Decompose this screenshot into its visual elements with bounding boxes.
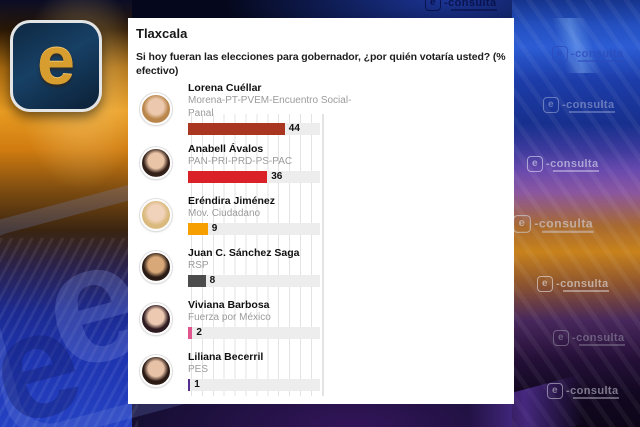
watermark-subline	[450, 9, 497, 11]
candidate-row: Eréndira Jiménez Mov. Ciudadano 9	[136, 191, 504, 239]
candidate-name: Lorena Cuéllar	[188, 81, 262, 94]
bar-value: 36	[271, 171, 283, 183]
econsulta-watermark: e -consulta	[527, 156, 599, 172]
candidate-avatar	[140, 147, 172, 180]
econsulta-watermark: e -consulta	[425, 0, 497, 11]
bar-value: 8	[209, 275, 216, 287]
candidate-party: Morena-PT-PVEM-Encuentro Social-Panal	[188, 95, 352, 119]
candidate-avatar	[140, 199, 172, 232]
econsulta-watermark-label: -consulta	[534, 217, 594, 231]
candidate-row: Juan C. Sánchez Saga RSP 8	[136, 243, 504, 291]
bar-track: 1	[188, 379, 320, 392]
candidate-name: Juan C. Sánchez Saga	[188, 246, 300, 259]
bar-track: 8	[188, 275, 320, 288]
bar-fill	[188, 379, 191, 392]
background-right-color-band	[512, 0, 640, 427]
econsulta-watermark: e -consulta	[537, 276, 609, 292]
econsulta-e-icon: e	[547, 383, 563, 399]
bar-value: 1	[194, 379, 200, 391]
poll-card: Tlaxcala Si hoy fueran las elecciones pa…	[128, 18, 514, 404]
candidate-name: Anabell Ávalos	[188, 142, 264, 155]
candidate-info: Lorena Cuéllar Morena-PT-PVEM-Encuentro …	[188, 81, 363, 136]
econsulta-watermark: e -consulta	[552, 46, 624, 62]
bar-track: 9	[188, 223, 320, 236]
candidate-name: Eréndira Jiménez	[188, 194, 275, 207]
candidate-avatar	[140, 303, 172, 336]
watermark-subline	[552, 170, 599, 172]
watermark-subline	[577, 60, 624, 62]
candidate-info: Viviana Barbosa Fuerza por México 2	[188, 299, 320, 340]
econsulta-e-icon: e	[537, 276, 553, 292]
candidate-rows: Lorena Cuéllar Morena-PT-PVEM-Encuentro …	[136, 82, 504, 395]
bar-track: 44	[188, 123, 320, 136]
econsulta-watermark-label: -consulta	[562, 99, 615, 111]
econsulta-watermark-label: -consulta	[546, 158, 599, 170]
watermark-subline	[578, 344, 625, 346]
candidate-party: RSP	[188, 259, 209, 271]
bar-track: 36	[188, 171, 320, 184]
candidate-avatar	[140, 92, 172, 125]
bar-value: 44	[288, 123, 300, 135]
candidate-row: Anabell Ávalos PAN-PRI-PRD-PS-PAC 36	[136, 139, 504, 187]
econsulta-watermark-label: -consulta	[572, 332, 625, 344]
econsulta-watermark-label: -consulta	[566, 385, 619, 397]
candidate-avatar	[140, 355, 172, 388]
econsulta-e-icon: e	[543, 97, 559, 113]
econsulta-watermark-label: -consulta	[556, 278, 609, 290]
candidate-party: Fuerza por México	[188, 311, 271, 323]
background-wave-texture	[0, 238, 138, 427]
watermark-subline	[568, 111, 615, 113]
candidate-info: Liliana Becerril PES 1	[188, 351, 320, 392]
econsulta-watermark: e -consulta	[553, 330, 625, 346]
econsulta-e-icon: e	[527, 156, 543, 172]
bar-value: 2	[196, 327, 202, 339]
bar-fill	[188, 327, 193, 340]
candidate-info: Juan C. Sánchez Saga RSP 8	[188, 247, 320, 288]
econsulta-watermark-label: -consulta	[571, 48, 624, 60]
watermark-subline	[562, 290, 609, 292]
candidate-info: Anabell Ávalos PAN-PRI-PRD-PS-PAC 36	[188, 143, 320, 184]
econsulta-e-icon: e	[425, 0, 441, 11]
bar-fill	[188, 275, 206, 288]
candidate-party: PES	[188, 363, 209, 375]
candidate-info: Eréndira Jiménez Mov. Ciudadano 9	[188, 195, 320, 236]
candidate-party: PAN-PRI-PRD-PS-PAC	[188, 155, 293, 167]
bar-fill	[188, 223, 208, 236]
poll-state-title: Tlaxcala	[136, 26, 188, 41]
candidate-name: Liliana Becerril	[188, 350, 264, 363]
watermark-subline	[572, 397, 619, 399]
poll-question: Si hoy fueran las elecciones para gobern…	[136, 51, 506, 78]
poll-bar-chart: Lorena Cuéllar Morena-PT-PVEM-Encuentro …	[136, 82, 504, 396]
watermark-subline	[541, 230, 594, 233]
bar-fill	[188, 171, 268, 184]
econsulta-e-icon: e	[552, 46, 568, 62]
econsulta-watermark: e -consulta	[543, 97, 615, 113]
candidate-party: Mov. Ciudadano	[188, 207, 261, 219]
candidate-row: Viviana Barbosa Fuerza por México 2	[136, 295, 504, 343]
bar-fill	[188, 123, 285, 136]
econsulta-watermark: e -consulta	[547, 383, 619, 399]
bar-track: 2	[188, 327, 320, 340]
econsulta-logo-badge: e	[10, 20, 102, 112]
bar-value: 9	[211, 223, 218, 235]
econsulta-e-icon: e	[553, 330, 569, 346]
econsulta-e-icon: e	[513, 215, 531, 233]
chart-gridlines	[191, 113, 324, 396]
candidate-row: Lorena Cuéllar Morena-PT-PVEM-Encuentro …	[136, 81, 504, 136]
econsulta-logo-letter: e	[37, 23, 75, 99]
econsulta-watermark-label: -consulta	[444, 0, 497, 9]
candidate-avatar	[140, 251, 172, 284]
econsulta-watermark: e -consulta	[513, 215, 594, 233]
candidate-row: Liliana Becerril PES 1	[136, 347, 504, 395]
candidate-name: Viviana Barbosa	[188, 298, 270, 311]
